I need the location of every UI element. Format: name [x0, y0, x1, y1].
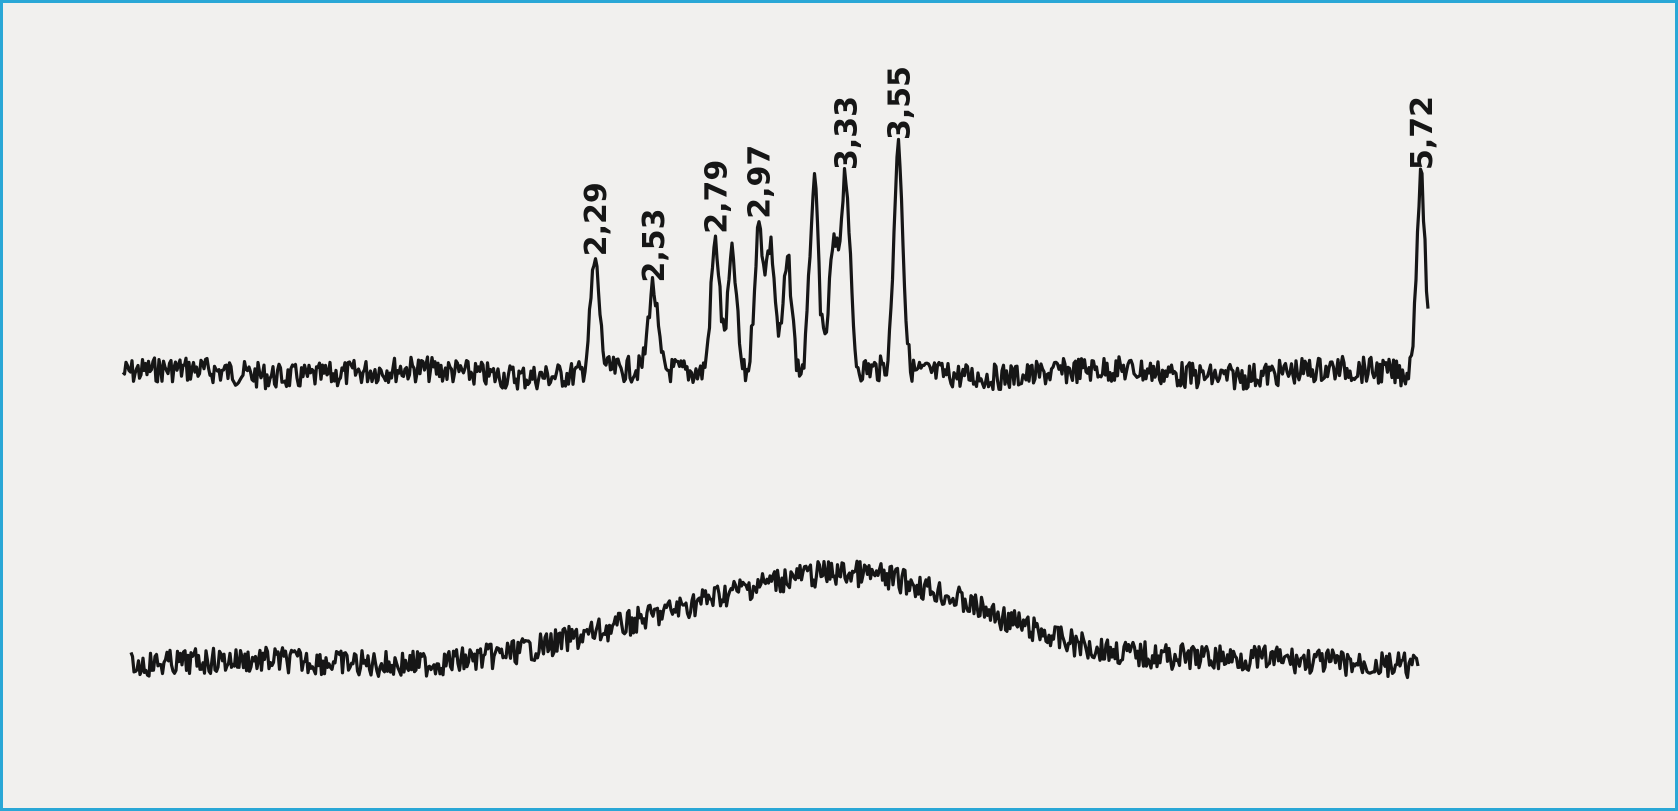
peak-label: 2,79 [699, 160, 734, 234]
peak-label: 3,55 [882, 66, 917, 140]
upper-spectrum-trace [121, 137, 1430, 391]
peak-label: 3,33 [829, 96, 864, 170]
traces-group [121, 137, 1430, 680]
peak-label: 2,53 [637, 208, 672, 282]
peak-label: 2,97 [743, 145, 778, 219]
peak-labels-group: 2,29 2,53 2,79 2,97 3,33 3,55 5,72 [579, 66, 1440, 283]
lower-spectrum-trace [129, 559, 1420, 680]
peak-label: 5,72 [1405, 96, 1440, 170]
peak-label: 2,29 [579, 182, 614, 256]
spectrum-chart: 2,29 2,53 2,79 2,97 3,33 3,55 5,72 [121, 66, 1440, 680]
